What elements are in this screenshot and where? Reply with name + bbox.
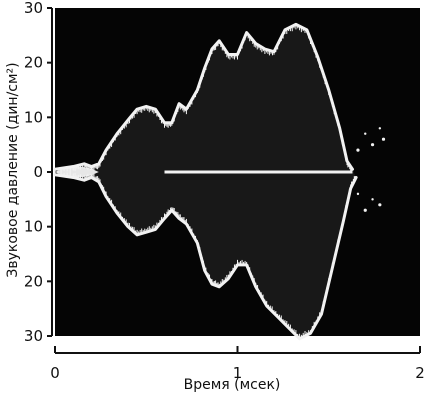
decay-fragment bbox=[378, 127, 382, 130]
plot-layer bbox=[53, 22, 386, 341]
decay-fragment bbox=[363, 208, 367, 212]
y-tick-label: 30 bbox=[24, 327, 43, 345]
y-axis-title: Звуковое давление (дин/см²) bbox=[5, 62, 21, 277]
x-tick-label: 0 bbox=[50, 364, 60, 382]
decay-fragment bbox=[381, 137, 386, 141]
y-tick-label: 0 bbox=[33, 163, 43, 181]
y-tick-label: 30 bbox=[24, 0, 43, 17]
y-tick-label: 20 bbox=[24, 54, 43, 72]
x-tick-label: 1 bbox=[233, 364, 243, 382]
x-axis: 0 1 2 bbox=[50, 346, 425, 382]
y-axis: 30 20 10 0 10 20 30 bbox=[24, 0, 53, 345]
decay-fragment bbox=[356, 192, 360, 196]
x-axis-title: Время (мсек) bbox=[184, 377, 281, 393]
signal-envelope-fill bbox=[55, 24, 357, 339]
x-tick-label: 2 bbox=[415, 364, 425, 382]
y-tick-label: 10 bbox=[24, 218, 43, 236]
decay-fragment bbox=[378, 203, 382, 207]
decay-fragment bbox=[364, 132, 367, 135]
decay-fragment bbox=[356, 148, 360, 152]
y-tick-label: 20 bbox=[24, 272, 43, 290]
y-tick-label: 10 bbox=[24, 108, 43, 126]
decay-fragment bbox=[370, 143, 375, 147]
initial-spindle bbox=[55, 166, 99, 178]
decay-fragment bbox=[371, 198, 374, 201]
